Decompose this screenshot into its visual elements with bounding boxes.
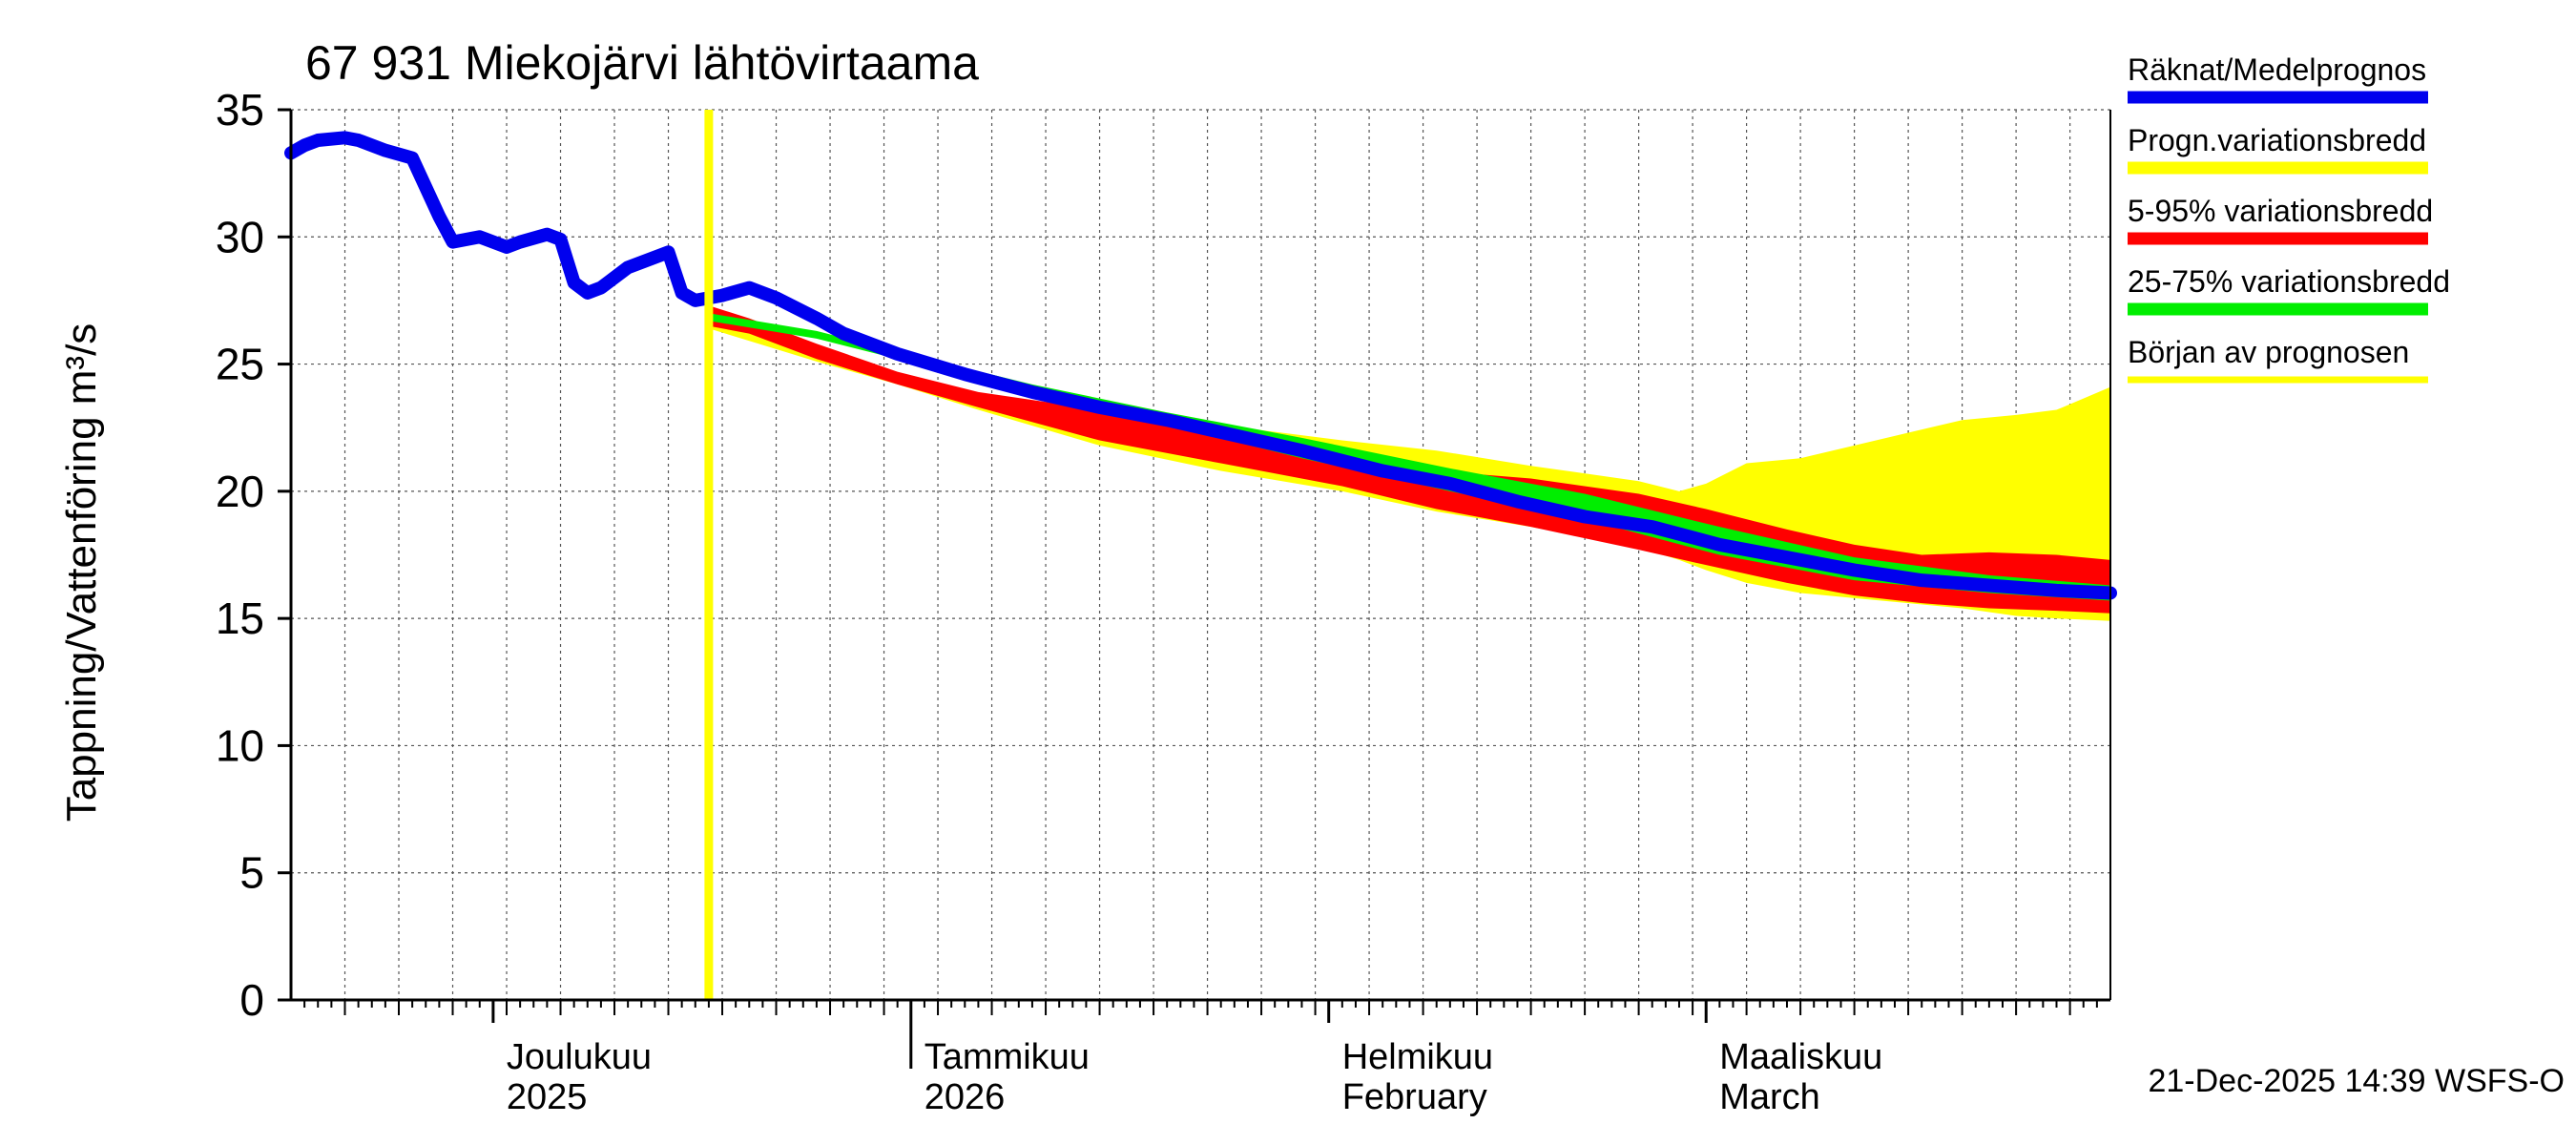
footer-timestamp: 21-Dec-2025 14:39 WSFS-O [2148, 1063, 2565, 1099]
y-tick-label: 25 [216, 340, 264, 389]
legend-label: 25-75% variationsbredd [2128, 264, 2450, 299]
series [284, 131, 2117, 600]
legend: Räknat/Medelprognos Progn.variationsbredd… [2128, 52, 2450, 384]
month-sublabel: February [1342, 1077, 1487, 1117]
y-tick-label: 0 [239, 975, 264, 1025]
y-tick-label: 5 [239, 848, 264, 898]
y-axis-label: Tappning/Vattenföring m³/s [58, 323, 105, 822]
legend-label: Progn.variationsbredd [2128, 123, 2426, 157]
y-tick-label: 15 [216, 593, 264, 643]
month-label: Joulukuu [507, 1037, 652, 1077]
grid [291, 109, 2110, 1000]
legend-label: Början av prognosen [2128, 335, 2409, 369]
month-sublabel: 2026 [924, 1077, 1006, 1117]
y-tick-label: 10 [216, 720, 264, 770]
month-label: Helmikuu [1342, 1037, 1493, 1077]
axes: 05101520253035Joulukuu2025Tammikuu2026He… [216, 85, 2111, 1117]
month-label: Tammikuu [924, 1037, 1090, 1077]
month-sublabel: March [1719, 1077, 1820, 1117]
legend-label: Räknat/Medelprognos [2128, 52, 2426, 87]
y-tick-label: 30 [216, 212, 264, 261]
y-tick-label: 35 [216, 85, 264, 135]
y-tick-label: 20 [216, 467, 264, 516]
series-line-mean [284, 131, 2117, 600]
chart-title: 67 931 Miekojärvi lähtövirtaama [305, 36, 979, 90]
month-label: Maaliskuu [1719, 1037, 1882, 1077]
month-sublabel: 2025 [507, 1077, 588, 1117]
legend-label: 5-95% variationsbredd [2128, 194, 2433, 228]
